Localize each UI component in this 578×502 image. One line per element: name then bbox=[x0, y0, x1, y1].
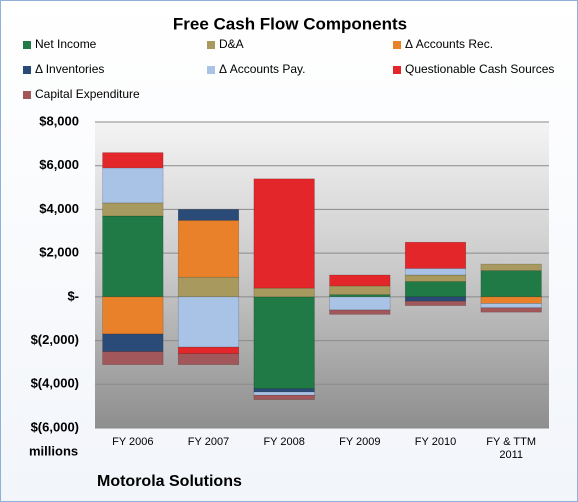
bar-segment bbox=[177, 220, 240, 278]
bar-segment bbox=[404, 241, 467, 269]
bar-segment bbox=[177, 346, 240, 354]
bar-segment bbox=[102, 152, 164, 169]
bar-segment bbox=[253, 296, 315, 389]
legend-label: Δ Accounts Pay. bbox=[219, 62, 306, 76]
bar-segment bbox=[404, 296, 467, 302]
bar-segment bbox=[480, 270, 542, 298]
y-tick-label: $4,000 bbox=[39, 201, 79, 216]
plot-area bbox=[95, 122, 549, 428]
bar-segment bbox=[102, 351, 164, 365]
bar-segment bbox=[102, 167, 164, 204]
legend-label: Questionable Cash Sources bbox=[405, 62, 554, 76]
bar-segment bbox=[253, 178, 315, 289]
bar-segment bbox=[177, 276, 240, 298]
x-tick-label: FY 2010 bbox=[414, 436, 457, 448]
legend-swatch bbox=[207, 41, 215, 49]
bar-segment bbox=[102, 202, 164, 217]
x-tick-label: FY & TTM 2011 bbox=[486, 436, 537, 461]
bar-segment bbox=[329, 309, 391, 315]
chart-title: Free Cash Flow Components bbox=[173, 14, 407, 33]
bar-segment bbox=[404, 300, 467, 306]
x-tick-label: FY 2008 bbox=[263, 436, 305, 448]
y-tick-label: $(2,000) bbox=[31, 332, 79, 347]
bar-segment bbox=[177, 209, 240, 221]
x-tick-label: FY 2009 bbox=[339, 436, 381, 448]
y-tick-label: $(6,000) bbox=[31, 419, 79, 434]
bar-segment bbox=[329, 296, 391, 311]
legend-swatch bbox=[393, 41, 401, 49]
x-tick-label: FY 2006 bbox=[112, 436, 154, 448]
bar-segment bbox=[480, 307, 542, 313]
y-tick-label: $2,000 bbox=[39, 245, 79, 260]
legend-swatch bbox=[23, 41, 31, 49]
bar-segment bbox=[329, 285, 391, 295]
bar-segment bbox=[480, 263, 542, 271]
legend-swatch bbox=[23, 66, 31, 74]
bar-segment bbox=[177, 296, 240, 348]
bar-segment bbox=[253, 287, 315, 298]
legend-label: Δ Accounts Rec. bbox=[405, 37, 493, 51]
bar-segment bbox=[404, 274, 467, 282]
bar-segment bbox=[102, 333, 164, 352]
bar-segment bbox=[329, 294, 391, 298]
bar-segment bbox=[404, 281, 467, 298]
legend-swatch bbox=[207, 66, 215, 74]
bar-segment bbox=[329, 274, 391, 287]
y-axis-label: millions bbox=[29, 443, 78, 458]
bar-segment bbox=[253, 388, 315, 393]
y-tick-label: $(4,000) bbox=[31, 376, 79, 391]
y-tick-label: $- bbox=[67, 288, 79, 303]
bar-segment bbox=[404, 268, 467, 276]
bar-segment bbox=[480, 296, 542, 304]
legend-label: D&A bbox=[219, 37, 244, 51]
y-tick-label: $6,000 bbox=[39, 157, 79, 172]
legend-label: Net Income bbox=[35, 37, 97, 51]
bar-segment bbox=[102, 296, 164, 335]
bar-segment bbox=[253, 394, 315, 400]
legend-label: Δ Inventories bbox=[35, 62, 104, 76]
bar-segment bbox=[177, 353, 240, 365]
bar-segment bbox=[480, 303, 542, 309]
x-tick-label: FY 2007 bbox=[187, 436, 230, 448]
y-tick-label: $8,000 bbox=[39, 113, 79, 128]
legend-swatch bbox=[23, 91, 31, 99]
bar-segment bbox=[253, 391, 315, 396]
legend-swatch bbox=[393, 66, 401, 74]
legend-label: Capital Expenditure bbox=[35, 87, 140, 101]
footer: Motorola Solutions bbox=[97, 473, 242, 490]
bar-segment bbox=[102, 215, 164, 298]
